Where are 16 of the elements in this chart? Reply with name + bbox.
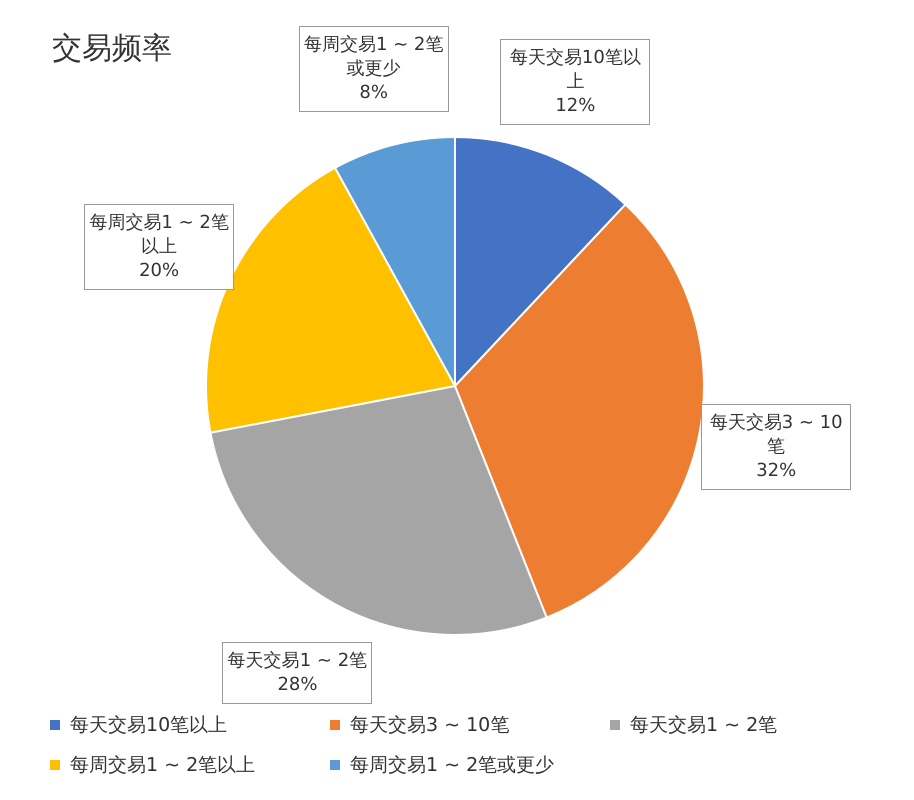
data-label: 8% bbox=[358, 81, 389, 106]
slice-label: 每周交易1 ~ 2笔或更少 bbox=[304, 33, 444, 82]
slice-label: 每天交易3 ~ 10笔 bbox=[708, 411, 844, 460]
data-label: 28% bbox=[276, 672, 318, 697]
legend-label: 每天交易1 ~ 2笔 bbox=[630, 713, 778, 738]
slice-label: 每周交易1 ~ 2笔以上 bbox=[89, 210, 230, 259]
chart-title: 交易频率 bbox=[52, 30, 172, 68]
slice-label: 每天交易1 ~ 2笔 bbox=[227, 648, 368, 673]
data-label: 20% bbox=[138, 258, 180, 283]
legend-label: 每周交易1 ~ 2笔以上 bbox=[70, 753, 256, 778]
legend-label: 每天交易10笔以上 bbox=[70, 713, 228, 738]
legend-label: 每周交易1 ~ 2笔或更少 bbox=[350, 753, 554, 778]
legend-label: 每天交易3 ~ 10笔 bbox=[350, 713, 510, 738]
data-label: 12% bbox=[554, 94, 596, 118]
slice-label: 每天交易10笔以上 bbox=[508, 46, 642, 94]
data-label: 32% bbox=[755, 459, 798, 484]
